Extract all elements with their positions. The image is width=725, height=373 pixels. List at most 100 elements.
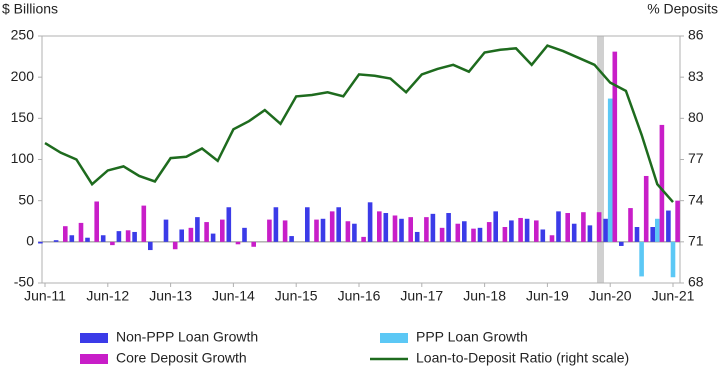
bar <box>596 212 602 242</box>
bar <box>38 241 43 244</box>
y2-tick-label: 83 <box>688 68 704 84</box>
bar <box>85 237 90 242</box>
bar <box>195 217 200 242</box>
bar <box>446 213 451 242</box>
x-tick-label: Jun-15 <box>275 288 318 304</box>
bar <box>273 207 279 242</box>
x-tick-label: Jun-18 <box>463 288 506 304</box>
bar <box>305 207 310 242</box>
bar <box>634 227 640 242</box>
bar <box>148 241 153 251</box>
legend-swatch <box>380 333 408 343</box>
bar <box>251 241 256 247</box>
bar <box>439 227 445 242</box>
bar <box>226 207 232 242</box>
y-tick-label: 250 <box>11 27 35 43</box>
bar <box>639 241 644 277</box>
bar <box>132 231 137 242</box>
x-tick-label: Jun-20 <box>589 288 632 304</box>
x-tick-label: Jun-21 <box>652 288 695 304</box>
bar <box>141 205 147 242</box>
bar <box>100 235 106 242</box>
bar <box>94 201 99 242</box>
line <box>44 44 674 203</box>
bar <box>399 218 404 242</box>
legend-swatch <box>80 354 108 364</box>
bar <box>63 226 68 242</box>
bar <box>587 225 593 242</box>
y2-tick-label: 71 <box>688 233 704 249</box>
legend-swatch <box>80 333 108 343</box>
bar <box>628 208 633 242</box>
bar <box>477 227 483 242</box>
y-tick-label: -50 <box>14 274 34 290</box>
plot-frame <box>41 35 681 284</box>
bar <box>424 217 429 242</box>
y-axis-title: $ Billions <box>2 1 58 17</box>
bar <box>408 217 413 242</box>
bar <box>345 221 351 242</box>
bar <box>110 241 115 246</box>
bar <box>392 215 398 242</box>
bar <box>414 231 420 242</box>
bar <box>267 219 272 242</box>
y2-tick-label: 80 <box>688 109 704 125</box>
legend-label: PPP Loan Growth <box>416 329 528 345</box>
bar <box>179 229 184 242</box>
y2-tick-label: 86 <box>688 27 704 43</box>
bar <box>235 241 241 245</box>
bar <box>336 207 341 242</box>
bar <box>502 227 508 242</box>
bar <box>524 218 530 242</box>
bar <box>204 222 209 242</box>
x-tick-label: Jun-14 <box>212 288 255 304</box>
bar <box>666 210 671 242</box>
y2-tick-label: 74 <box>688 191 704 207</box>
bar <box>655 218 660 242</box>
bar <box>486 222 492 242</box>
bar <box>361 236 366 242</box>
bar <box>455 223 461 242</box>
bar <box>607 98 613 242</box>
bar <box>69 235 75 242</box>
bar <box>670 241 676 278</box>
bar <box>352 223 357 242</box>
bar <box>314 219 319 242</box>
bar <box>493 211 498 242</box>
bar <box>289 236 294 242</box>
y-tick-label: 150 <box>11 109 35 125</box>
bar <box>650 227 655 242</box>
bar <box>220 219 225 242</box>
y-tick-label: 100 <box>11 150 35 166</box>
bar <box>619 241 624 246</box>
bar <box>188 227 194 242</box>
recession-shade <box>597 36 604 283</box>
bar <box>659 124 665 242</box>
bar <box>125 230 131 242</box>
bar <box>603 218 608 242</box>
legend-label: Core Deposit Growth <box>116 350 247 366</box>
bar <box>320 218 326 242</box>
y-tick-label: 200 <box>11 68 35 84</box>
x-tick-label: Jun-19 <box>526 288 569 304</box>
x-tick-label: Jun-16 <box>338 288 381 304</box>
bar <box>556 211 561 242</box>
bar <box>549 235 555 242</box>
x-tick-label: Jun-17 <box>400 288 443 304</box>
y-tick-label: 50 <box>18 191 34 207</box>
bar <box>540 229 546 242</box>
bar <box>78 222 84 242</box>
bar <box>509 220 514 242</box>
y2-tick-label: 68 <box>688 274 704 290</box>
bar <box>565 213 570 242</box>
bar <box>430 213 436 242</box>
bar <box>172 241 178 250</box>
bar <box>534 220 539 242</box>
bar <box>53 240 59 242</box>
bar <box>581 212 586 242</box>
bar <box>518 217 523 242</box>
bar <box>367 202 373 242</box>
x-tick-label: Jun-11 <box>24 288 66 304</box>
bar <box>643 175 649 242</box>
